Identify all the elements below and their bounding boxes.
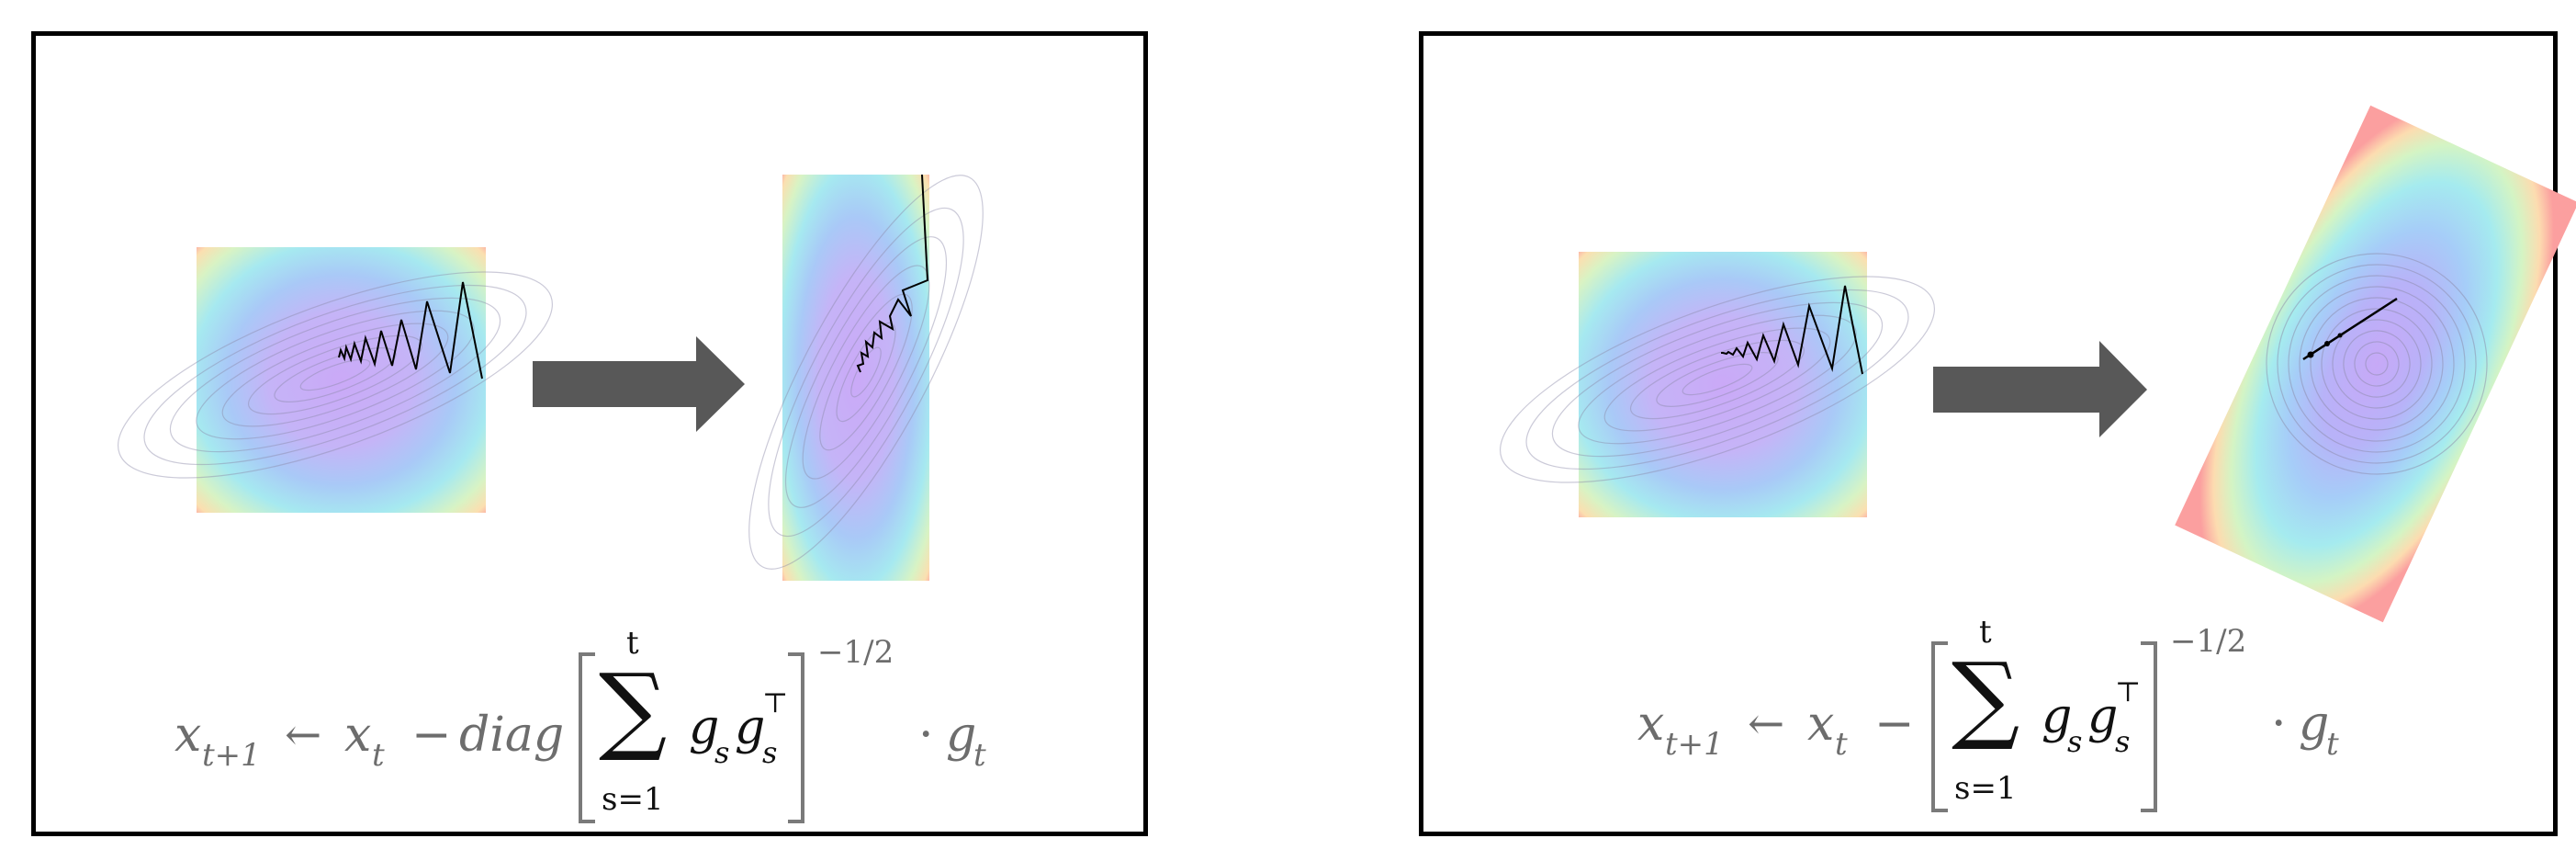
- g-s-transpose: g: [2087, 689, 2119, 744]
- formula-assign-arrow: ←: [1748, 698, 1785, 750]
- formula-lhs-subscript: t+1: [1665, 726, 1724, 763]
- g-s-transpose: g: [735, 700, 766, 755]
- contour-plot-full-matrix-rescaled: [2175, 105, 2576, 623]
- sum-lower-limit: s=1: [602, 781, 664, 818]
- formula-x-subscript: t: [372, 737, 385, 774]
- arrow-right-right: [1933, 341, 2147, 437]
- right-bracket: [2141, 641, 2157, 812]
- formula-lhs-subscript: t+1: [202, 737, 261, 774]
- g-t-subscript: t: [973, 737, 986, 774]
- sum-upper-limit: t: [626, 625, 639, 662]
- g-s: g: [2042, 689, 2073, 744]
- g-t: g: [2299, 697, 2330, 752]
- g-t-subscript: t: [2326, 726, 2339, 763]
- update-formula-diagonal: x t+1 ← x t − diag t ∑ s=1 g s g s ⊤ −1/…: [174, 625, 1001, 845]
- contour-plot-original-left: [118, 247, 553, 513]
- sum-lower-limit: s=1: [1954, 770, 2017, 807]
- g-s-subscript: s: [714, 735, 730, 770]
- dot-operator: ·: [918, 708, 934, 763]
- exponent: −1/2: [817, 634, 894, 671]
- formula-x-subscript: t: [1835, 726, 1848, 763]
- update-formula-full-matrix: x t+1 ← x t − t ∑ s=1 g s g s ⊤ −1/2 · g…: [1637, 614, 2354, 834]
- transpose-superscript: ⊤: [2115, 676, 2142, 708]
- formula-minus: −: [411, 708, 452, 763]
- formula-lhs-x: x: [1637, 697, 1665, 752]
- sum-symbol: ∑: [1952, 641, 2020, 753]
- left-bracket: [579, 652, 595, 823]
- formula-diag: diag: [459, 708, 565, 763]
- contour-plot-original-right: [1500, 252, 1935, 517]
- left-bracket: [1931, 641, 1948, 812]
- formula-lhs-x: x: [174, 708, 202, 763]
- exponent: −1/2: [2170, 623, 2247, 660]
- g-t: g: [946, 708, 977, 763]
- g-s: g: [689, 700, 720, 755]
- formula-assign-arrow: ←: [285, 709, 322, 761]
- formula-x: x: [344, 708, 372, 763]
- g-s-subscript: s: [2067, 724, 2083, 759]
- sum-symbol: ∑: [599, 652, 668, 765]
- contour-plot-diagonal-rescaled: [748, 174, 984, 581]
- transpose-superscript: ⊤: [762, 687, 789, 719]
- g-s-transpose-subscript: s: [762, 735, 778, 770]
- g-s-transpose-subscript: s: [2115, 724, 2131, 759]
- right-bracket: [788, 652, 804, 823]
- dot-operator: ·: [2271, 697, 2287, 752]
- formula-x: x: [1807, 697, 1835, 752]
- sum-upper-limit: t: [1979, 614, 1992, 651]
- arrow-right-left: [533, 336, 745, 432]
- formula-minus: −: [1874, 697, 1915, 752]
